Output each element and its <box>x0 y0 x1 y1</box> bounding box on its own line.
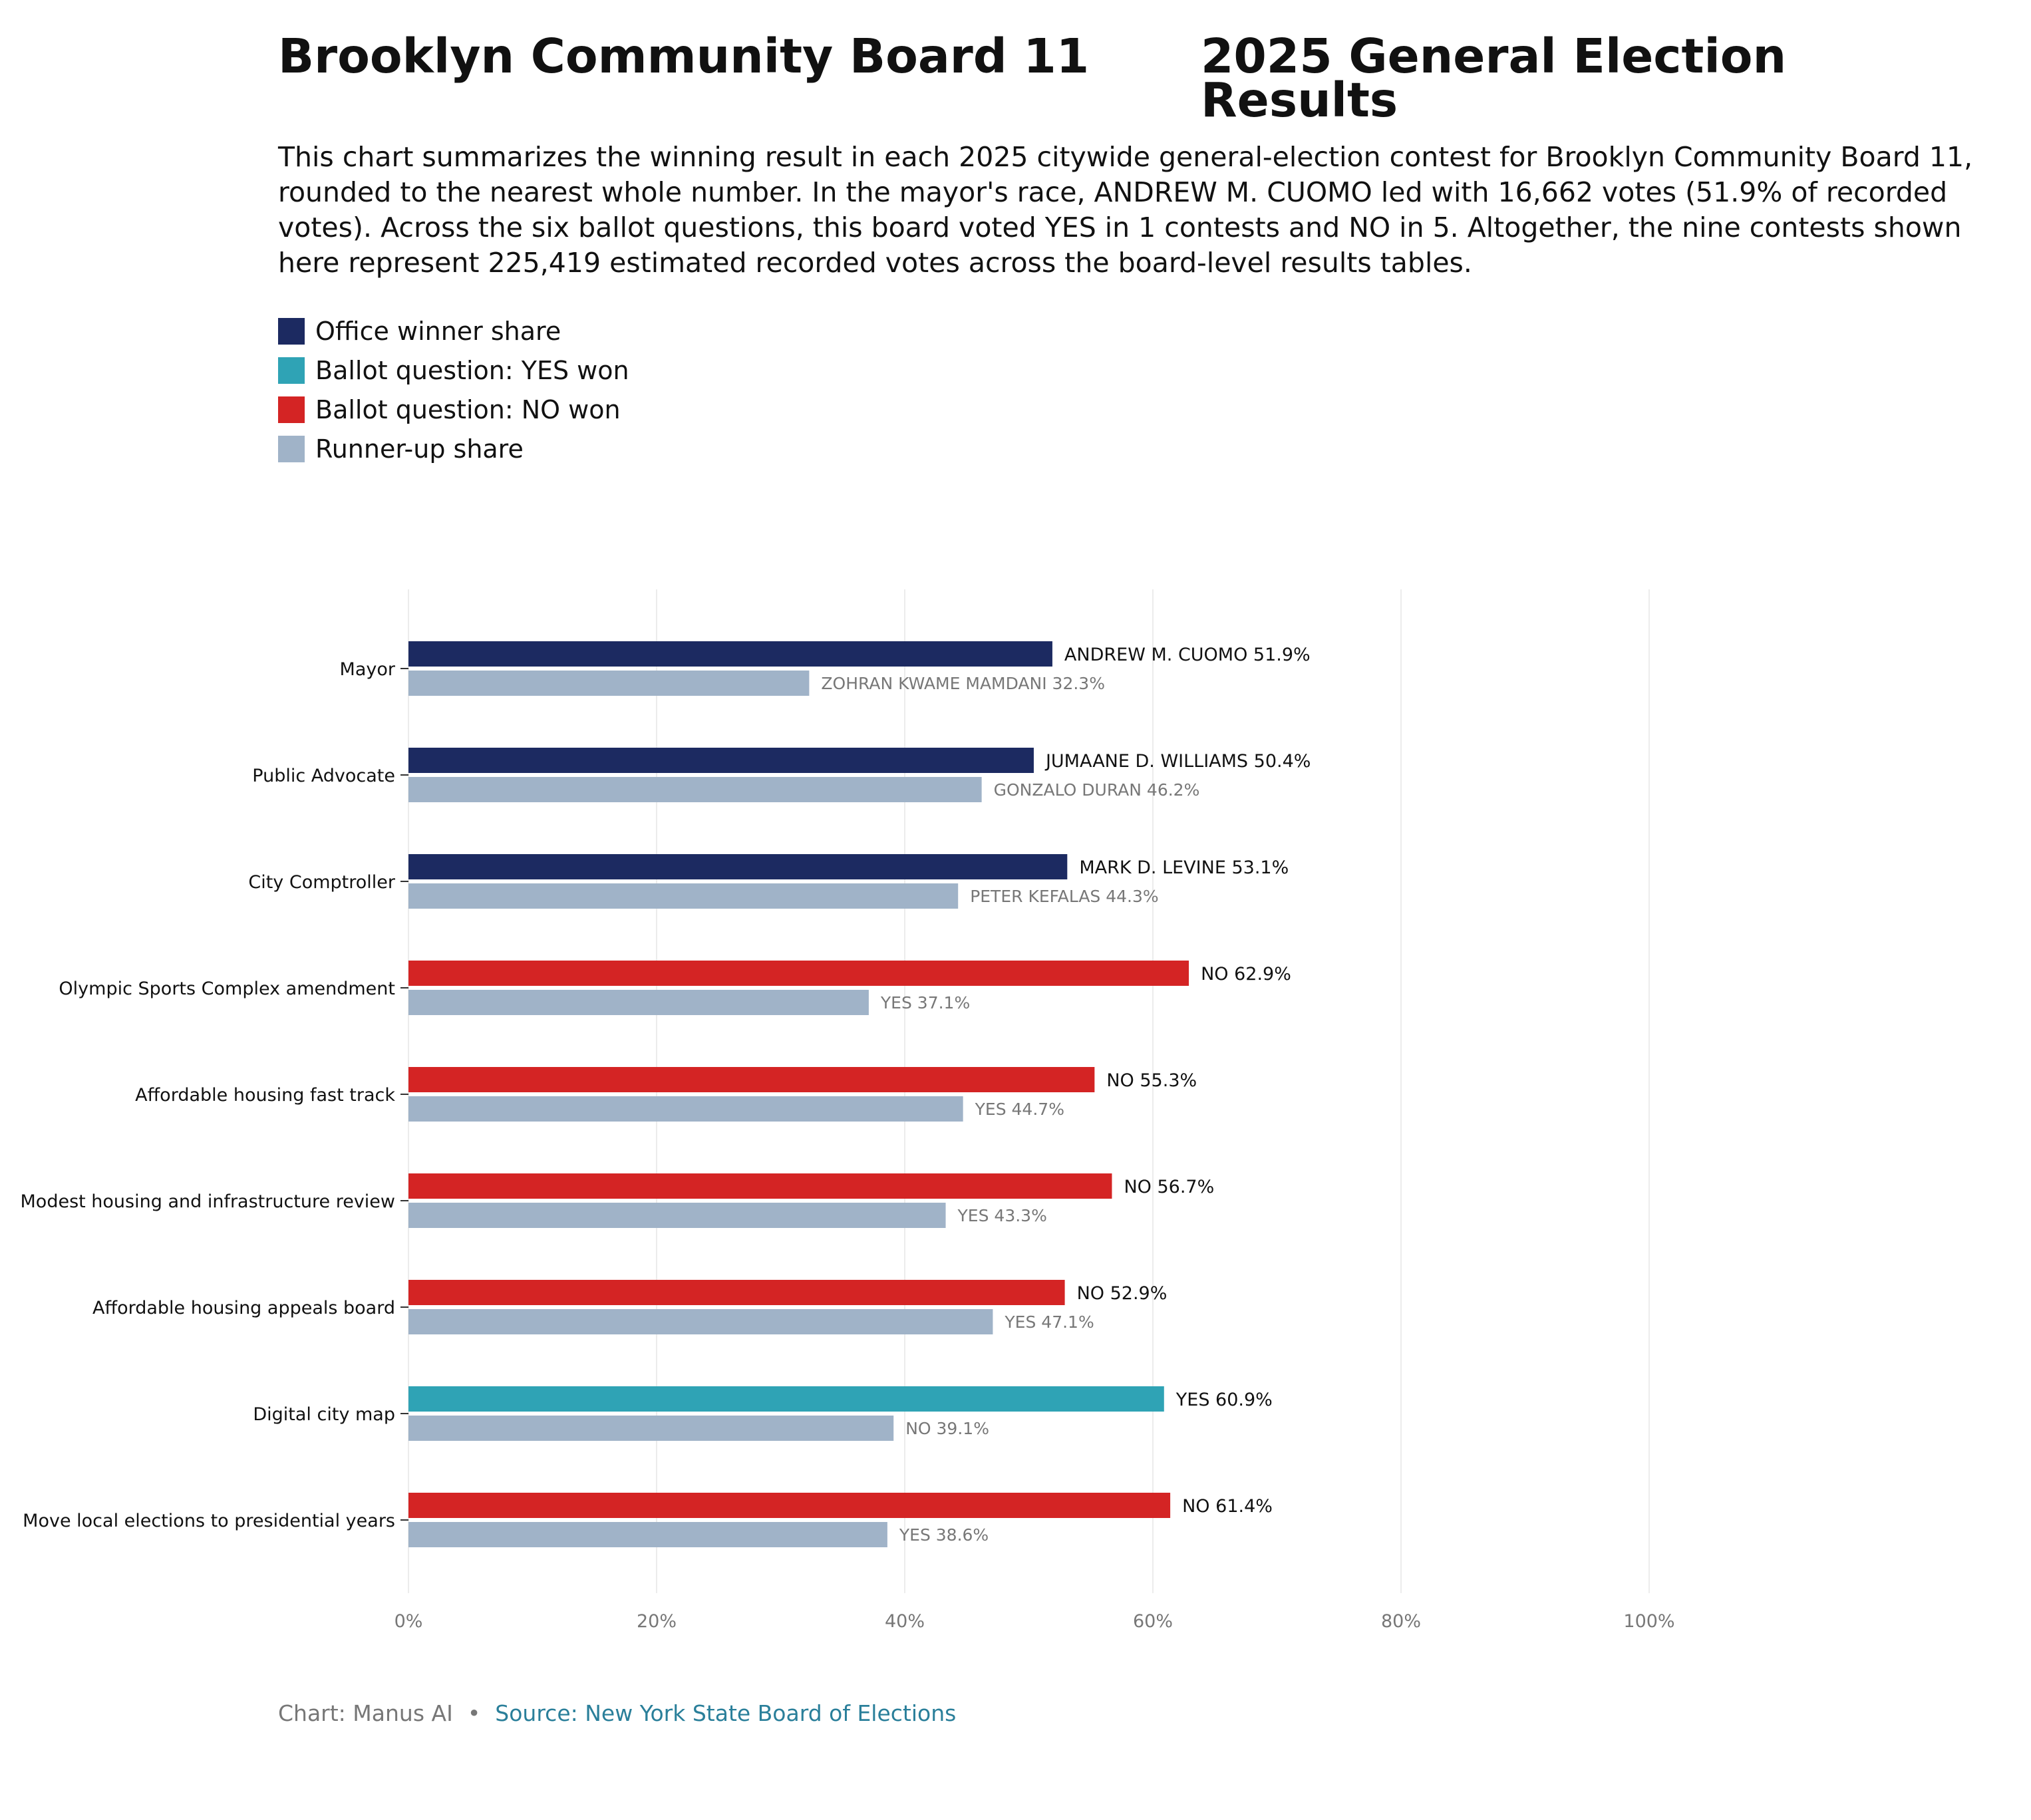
winner-bar <box>408 641 1052 667</box>
category-label: Affordable housing fast track <box>135 1085 395 1106</box>
runner-up-bar <box>408 1096 963 1122</box>
legend-label-runner-up: Runner-up share <box>315 434 524 464</box>
legend-item-office-winner: Office winner share <box>278 311 629 351</box>
x-tick-label: 100% <box>1623 1611 1674 1632</box>
winner-bar <box>408 1280 1065 1305</box>
category-label: Mayor <box>340 659 396 680</box>
winner-data-label: JUMAANE D. WILLIAMS 50.4% <box>1044 751 1311 772</box>
runner-up-bar <box>408 883 959 909</box>
x-tick-label: 60% <box>1133 1611 1173 1632</box>
winner-bar <box>408 1067 1095 1092</box>
source-link[interactable]: Source: New York State Board of Election… <box>495 1700 957 1726</box>
runner-up-data-label: YES 38.6% <box>899 1525 989 1545</box>
runner-up-bar <box>408 1416 894 1441</box>
category-label: Olympic Sports Complex amendment <box>59 979 395 999</box>
winner-data-label: ANDREW M. CUOMO 51.9% <box>1064 645 1311 665</box>
winner-data-label: NO 61.4% <box>1182 1496 1273 1517</box>
runner-up-data-label: NO 39.1% <box>905 1419 989 1438</box>
runner-up-data-label: YES 37.1% <box>880 993 970 1012</box>
x-tick-label: 20% <box>637 1611 677 1632</box>
bars: ANDREW M. CUOMO 51.9% ZOHRAN KWAME MAMDAN… <box>408 641 1311 1547</box>
runner-up-bar <box>408 1203 946 1228</box>
legend-label-no-won: Ballot question: NO won <box>315 394 621 424</box>
legend: Office winner share Ballot question: YES… <box>278 311 629 468</box>
category-label: City Comptroller <box>248 872 396 893</box>
legend-swatch-runner-up <box>278 435 305 462</box>
chart-credit: Chart: Manus AI <box>278 1700 453 1726</box>
winner-bar <box>408 854 1068 879</box>
x-tick-label: 40% <box>885 1611 925 1632</box>
category-label: Digital city map <box>253 1404 395 1425</box>
category-label: Affordable housing appeals board <box>92 1298 395 1318</box>
legend-item-yes-won: Ballot question: YES won <box>278 351 629 390</box>
runner-up-bar <box>408 1309 993 1334</box>
legend-label-office-winner: Office winner share <box>315 316 561 346</box>
category-label: Move local elections to presidential yea… <box>23 1511 395 1531</box>
chart-title-left: Brooklyn Community Board 11 <box>278 29 1090 84</box>
runner-up-data-label: GONZALO DURAN 46.2% <box>994 780 1200 800</box>
winner-data-label: NO 56.7% <box>1124 1177 1214 1197</box>
winner-data-label: YES 60.9% <box>1175 1390 1273 1410</box>
runner-up-data-label: PETER KEFALAS 44.3% <box>970 887 1158 906</box>
runner-up-bar <box>408 1522 887 1547</box>
runner-up-data-label: YES 47.1% <box>1004 1312 1094 1332</box>
runner-up-bar <box>408 990 869 1015</box>
winner-bar <box>408 748 1034 773</box>
bar-chart: 0% 20% 40% 60% 80% 100% Mayor Public Advocate C… <box>21 589 1675 1632</box>
legend-swatch-no-won <box>278 396 305 423</box>
footer-separator: • <box>467 1700 481 1726</box>
footer: Chart: Manus AI • Source: New York State… <box>278 1700 956 1726</box>
winner-data-label: NO 55.3% <box>1106 1070 1197 1091</box>
legend-item-no-won: Ballot question: NO won <box>278 390 629 429</box>
runner-up-data-label: YES 44.7% <box>975 1100 1064 1119</box>
runner-up-bar <box>408 671 810 696</box>
winner-data-label: NO 62.9% <box>1201 964 1291 985</box>
chart-title-right: 2025 General Election Results <box>1201 29 1787 128</box>
winner-data-label: NO 52.9% <box>1077 1283 1168 1304</box>
winner-bar <box>408 1386 1164 1412</box>
x-tick-label: 0% <box>394 1611 423 1632</box>
category-label: Modest housing and infrastructure review <box>21 1191 396 1212</box>
category-labels: Mayor Public Advocate City Comptroller Olym… <box>21 659 408 1531</box>
x-tick-label: 80% <box>1381 1611 1421 1632</box>
winner-bar <box>408 1493 1171 1518</box>
category-label: Public Advocate <box>252 766 395 786</box>
winner-bar <box>408 961 1189 986</box>
runner-up-data-label: YES 43.3% <box>957 1206 1047 1225</box>
legend-swatch-office-winner <box>278 317 305 345</box>
legend-item-runner-up: Runner-up share <box>278 429 629 468</box>
chart-description: This chart summarizes the winning result… <box>278 141 1973 279</box>
runner-up-bar <box>408 777 982 802</box>
legend-label-yes-won: Ballot question: YES won <box>315 355 629 385</box>
winner-data-label: MARK D. LEVINE 53.1% <box>1079 857 1289 878</box>
runner-up-data-label: ZOHRAN KWAME MAMDANI 32.3% <box>821 674 1105 693</box>
x-axis: 0% 20% 40% 60% 80% 100% <box>394 1611 1675 1632</box>
legend-swatch-yes-won <box>278 357 305 384</box>
winner-bar <box>408 1173 1112 1199</box>
